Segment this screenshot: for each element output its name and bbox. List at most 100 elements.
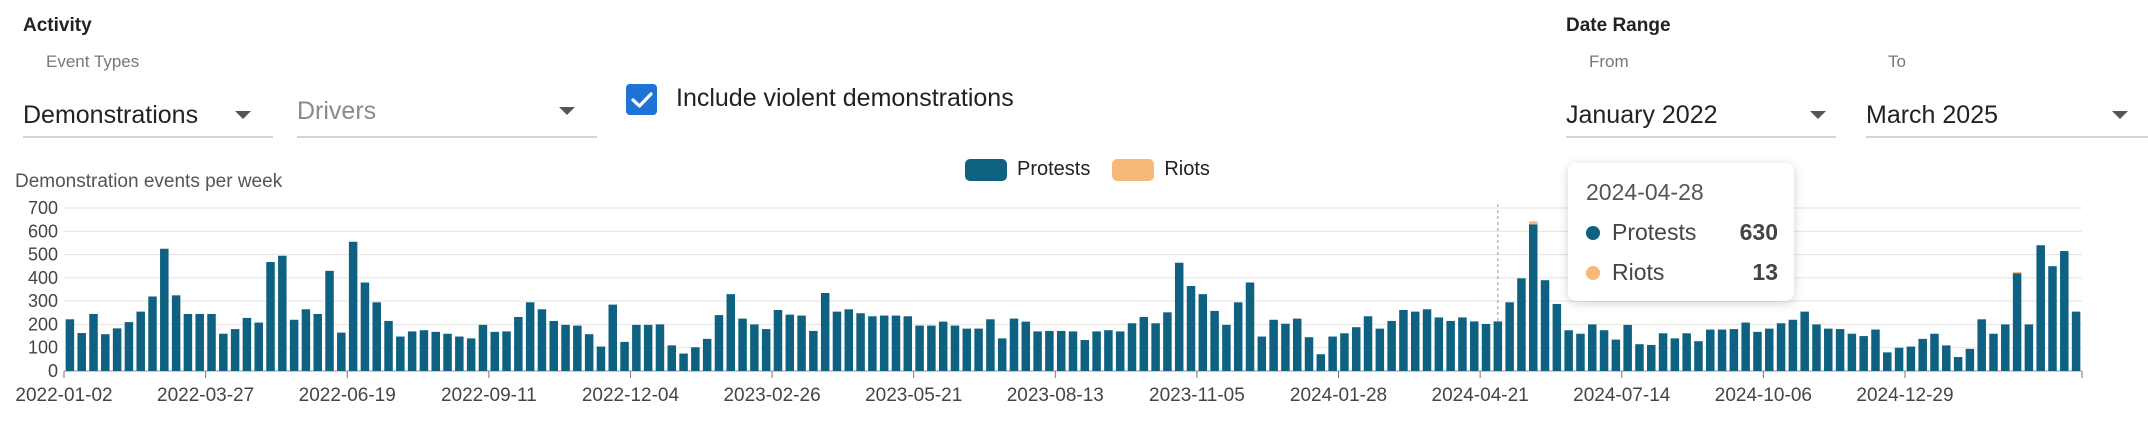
include-violent-label[interactable]: Include violent demonstrations bbox=[676, 84, 1014, 112]
event-types-select[interactable]: Demonstrations bbox=[23, 94, 273, 138]
bar-protests bbox=[927, 325, 936, 371]
bar-protests bbox=[1446, 320, 1455, 371]
bar-protests bbox=[1812, 324, 1821, 371]
bar-protests bbox=[2060, 251, 2069, 371]
chevron-down-icon bbox=[559, 107, 575, 115]
y-axis-label: Demonstration events per week bbox=[15, 171, 283, 192]
legend-riots-label: Riots bbox=[1164, 158, 1210, 180]
tooltip-riots-row: Riots 13 bbox=[1586, 259, 1778, 286]
bar-protests bbox=[950, 325, 960, 371]
bar-protests bbox=[573, 325, 582, 371]
legend-protests-label: Protests bbox=[1017, 158, 1091, 180]
bar-protests bbox=[1682, 333, 1691, 371]
bar-protests bbox=[1942, 345, 1951, 371]
bar-protests bbox=[301, 309, 311, 371]
bar-protests bbox=[1174, 262, 1184, 371]
x-tick-label: 2024-12-29 bbox=[1856, 385, 1953, 406]
bar-protests bbox=[1552, 303, 1562, 371]
bar-protests bbox=[466, 338, 476, 371]
bar-protests bbox=[1092, 331, 1101, 371]
bar-protests bbox=[455, 336, 464, 371]
bar-protests bbox=[714, 315, 724, 371]
y-tick-label: 400 bbox=[28, 268, 58, 288]
bar-protests bbox=[502, 331, 511, 371]
bar-protests bbox=[1540, 280, 1550, 371]
bar-protests bbox=[1517, 278, 1526, 371]
to-value: March 2025 bbox=[1866, 100, 1999, 129]
bar-protests bbox=[1340, 333, 1349, 371]
bar-protests bbox=[1363, 316, 1373, 371]
bar-protests bbox=[278, 255, 287, 371]
bar-protests bbox=[667, 345, 677, 371]
bar-protests bbox=[2071, 311, 2081, 371]
to-select[interactable]: March 2025 bbox=[1866, 94, 2148, 138]
activity-title: Activity bbox=[23, 15, 92, 36]
bar-protests bbox=[478, 324, 488, 371]
bar-protests bbox=[820, 292, 830, 371]
bar-protests bbox=[1505, 302, 1514, 371]
bar-protests bbox=[915, 325, 924, 371]
include-violent-checkbox[interactable] bbox=[626, 84, 657, 115]
bar-protests bbox=[537, 309, 547, 371]
bar-protests bbox=[962, 328, 972, 371]
bar-protests bbox=[856, 313, 865, 371]
bar-protests bbox=[1045, 330, 1054, 371]
bar-protests bbox=[750, 324, 759, 371]
bar-protests bbox=[596, 346, 606, 371]
bar-protests bbox=[549, 320, 558, 371]
bar-protests bbox=[1115, 331, 1125, 371]
bar-protests bbox=[679, 353, 688, 371]
bar-protests bbox=[2012, 273, 2022, 371]
check-icon bbox=[630, 91, 653, 108]
bar-protests bbox=[1458, 317, 1467, 371]
bar-protests bbox=[761, 329, 771, 371]
bar-protests bbox=[219, 333, 228, 371]
bar-protests bbox=[1588, 324, 1597, 371]
drivers-select[interactable]: Drivers bbox=[297, 86, 597, 138]
bar-protests bbox=[1021, 321, 1031, 371]
x-tick-label: 2023-11-05 bbox=[1149, 385, 1245, 406]
legend-protests-swatch bbox=[965, 158, 1007, 181]
from-select[interactable]: January 2022 bbox=[1566, 94, 1836, 138]
bar-protests bbox=[1930, 333, 1939, 371]
bar-protests bbox=[844, 309, 854, 371]
bar-protests bbox=[1351, 327, 1361, 371]
bar-protests bbox=[1469, 321, 1479, 371]
bar-protests bbox=[726, 294, 736, 371]
bar-protests bbox=[1989, 333, 1998, 371]
bar-protests bbox=[77, 333, 86, 371]
x-tick-label: 2024-10-06 bbox=[1715, 385, 1812, 406]
tooltip-protests-value: 630 bbox=[1739, 219, 1778, 245]
from-value: January 2022 bbox=[1566, 100, 1718, 129]
bar-protests bbox=[1127, 323, 1137, 371]
event-types-label: Event Types bbox=[46, 52, 140, 71]
bar-protests bbox=[738, 318, 747, 371]
bar-protests bbox=[620, 341, 629, 371]
bar-protests bbox=[2001, 324, 2010, 371]
x-tick-label: 2023-02-26 bbox=[723, 385, 820, 406]
bar-protests bbox=[1847, 333, 1857, 371]
bar-protests bbox=[384, 320, 393, 371]
legend-protests[interactable]: Protests bbox=[965, 158, 1090, 181]
tooltip-protests-row: Protests 630 bbox=[1586, 219, 1778, 246]
bar-protests bbox=[986, 319, 995, 371]
bar-protests bbox=[1104, 330, 1113, 371]
bar-protests bbox=[289, 319, 299, 371]
bar-protests bbox=[136, 311, 145, 371]
bar-protests bbox=[1729, 329, 1739, 371]
bar-protests bbox=[1599, 330, 1609, 371]
bar-protests bbox=[561, 324, 570, 371]
x-tick-label: 2023-08-13 bbox=[1007, 385, 1104, 406]
bar-protests bbox=[254, 322, 263, 371]
bar-protests bbox=[325, 270, 334, 371]
y-tick-label: 700 bbox=[28, 198, 58, 218]
bar-protests bbox=[903, 316, 913, 371]
bar-protests bbox=[1151, 323, 1160, 371]
bar-protests bbox=[183, 313, 193, 371]
bar-protests bbox=[643, 324, 653, 371]
y-tick-label: 100 bbox=[28, 338, 58, 358]
legend-riots[interactable]: Riots bbox=[1112, 158, 1210, 181]
bar-protests bbox=[1906, 346, 1916, 371]
y-tick-label: 0 bbox=[48, 361, 58, 381]
bar-protests bbox=[360, 282, 370, 371]
